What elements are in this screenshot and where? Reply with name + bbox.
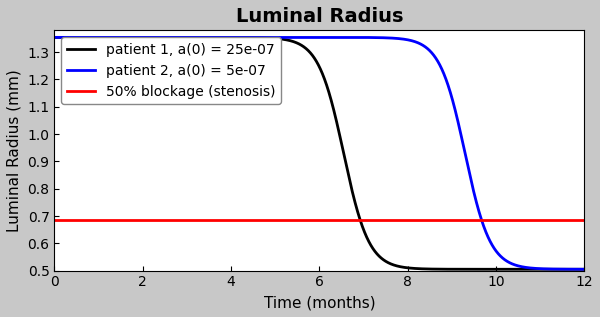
Legend: patient 1, a(0) = 25e-07, patient 2, a(0) = 5e-07, 50% blockage (stenosis): patient 1, a(0) = 25e-07, patient 2, a(0… [61, 37, 281, 104]
50% blockage (stenosis) [51, 218, 58, 222]
patient 1, a(0) = 25e-07 [581, 267, 588, 271]
50% blockage (stenosis) [95, 218, 102, 222]
patient 1, a(0) = 25e-07 [51, 36, 58, 39]
Y-axis label: Luminal Radius (mm): Luminal Radius (mm) [7, 69, 22, 232]
patient 2, a(0) = 5e-07 [368, 36, 376, 39]
X-axis label: Time (months): Time (months) [263, 295, 375, 310]
patient 1, a(0) = 25e-07 [487, 267, 494, 271]
patient 2, a(0) = 5e-07 [395, 37, 403, 41]
patient 1, a(0) = 25e-07 [368, 246, 376, 249]
patient 2, a(0) = 5e-07 [446, 89, 454, 93]
patient 2, a(0) = 5e-07 [581, 267, 588, 271]
Title: Luminal Radius: Luminal Radius [236, 7, 403, 26]
patient 2, a(0) = 5e-07 [147, 36, 154, 39]
patient 1, a(0) = 25e-07 [395, 264, 403, 268]
patient 2, a(0) = 5e-07 [51, 36, 58, 39]
Line: patient 1, a(0) = 25e-07: patient 1, a(0) = 25e-07 [55, 37, 584, 269]
patient 1, a(0) = 25e-07 [446, 267, 454, 271]
patient 1, a(0) = 25e-07 [253, 36, 260, 40]
patient 2, a(0) = 5e-07 [253, 36, 260, 39]
patient 1, a(0) = 25e-07 [147, 36, 154, 39]
Line: patient 2, a(0) = 5e-07: patient 2, a(0) = 5e-07 [55, 37, 584, 269]
patient 2, a(0) = 5e-07 [487, 239, 494, 243]
